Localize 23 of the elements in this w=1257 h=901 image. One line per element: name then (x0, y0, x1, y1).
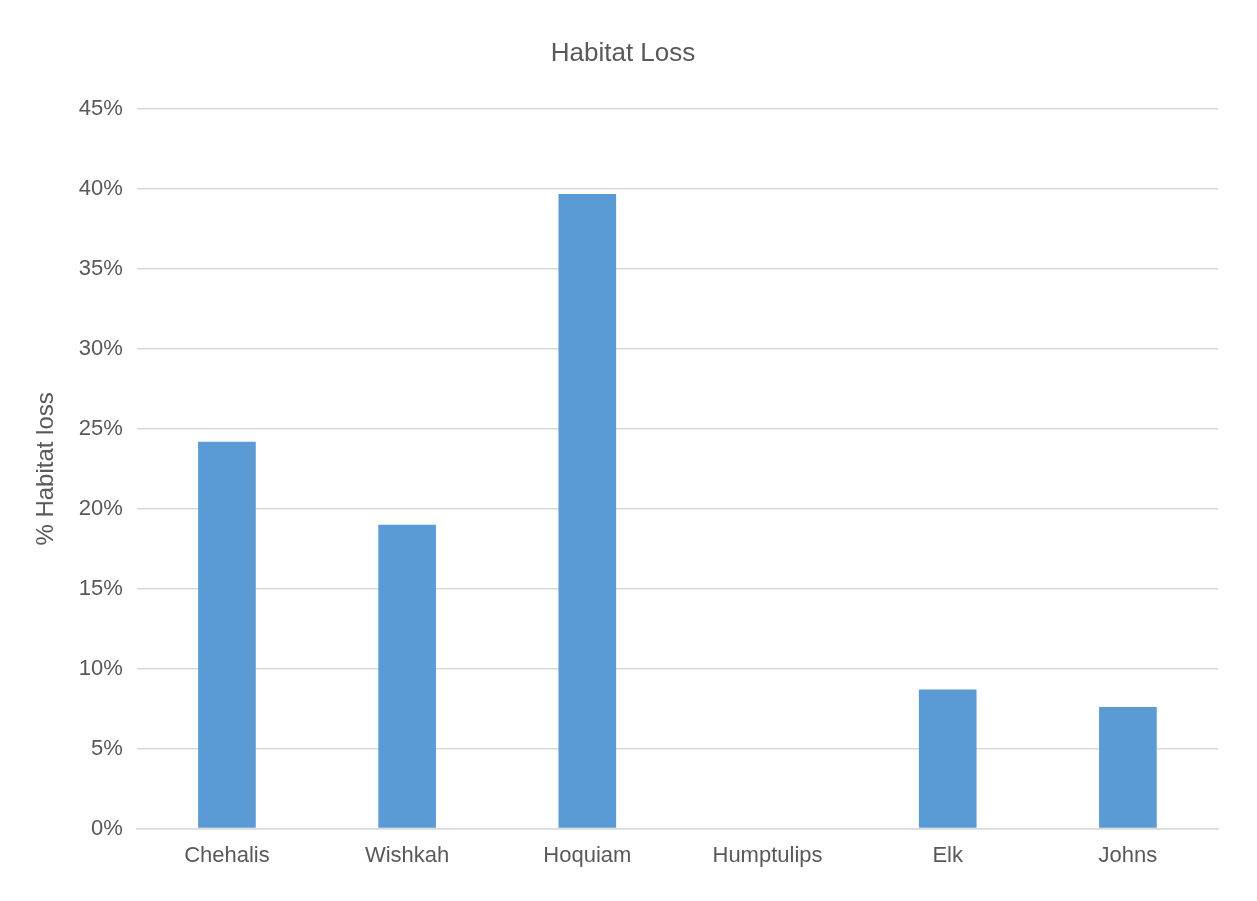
y-tick-label: 25% (78, 415, 123, 440)
bar (558, 193, 617, 828)
x-tick-label: Hoquiam (543, 841, 632, 867)
y-tick-label: 5% (91, 734, 123, 760)
x-tick-label: Humptulips (712, 841, 823, 867)
y-tick-label: 35% (78, 255, 123, 281)
bar (198, 441, 256, 828)
y-tick-label: 20% (78, 494, 123, 520)
bar (918, 689, 977, 828)
y-axis-title: % Habitat loss (31, 392, 59, 546)
bar (1099, 707, 1157, 828)
y-tick-label: 10% (78, 654, 123, 680)
y-tick-label: 0% (91, 814, 123, 840)
y-tick-label: 30% (78, 335, 123, 361)
y-tick-label: 40% (78, 175, 123, 201)
x-tick-label: Wishkah (364, 841, 450, 867)
chart-title: Habitat Loss (550, 36, 696, 67)
y-tick-label: 15% (78, 574, 123, 600)
x-tick-label: Johns (1098, 841, 1158, 867)
y-tick-label: 45% (78, 95, 123, 121)
x-tick-label: Elk (932, 841, 964, 867)
bar (378, 524, 436, 828)
x-tick-label: Chehalis (184, 841, 270, 867)
